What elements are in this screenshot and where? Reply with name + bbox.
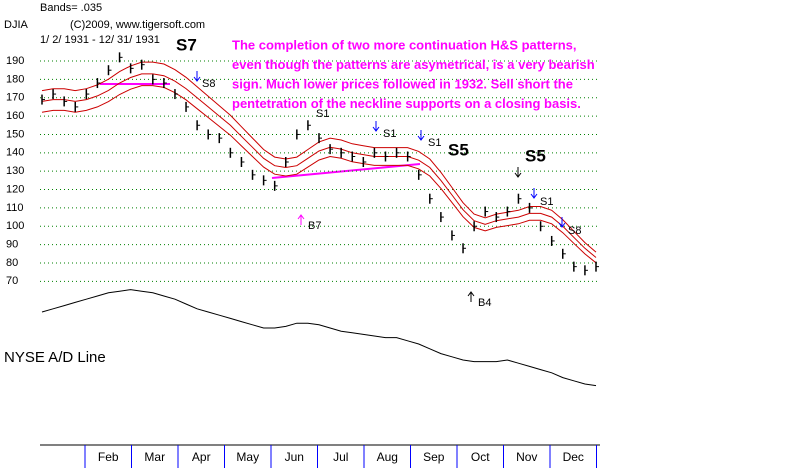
signal-label: B4 <box>478 297 491 309</box>
signal-arrow <box>417 130 425 141</box>
y-tick-label: 170 <box>6 92 24 104</box>
ad-line <box>41 289 597 387</box>
x-tick-label: Dec <box>563 450 584 464</box>
signal-label: S8 <box>202 78 215 90</box>
symbol: DJIA <box>4 19 29 31</box>
y-tick-label: 130 <box>6 165 24 177</box>
annotation: even though the patterns are asymetrical… <box>232 57 595 72</box>
band <box>41 85 597 264</box>
x-tick-label: Nov <box>516 450 537 464</box>
signal-arrow <box>514 167 522 178</box>
signal-arrow <box>372 121 380 132</box>
annotation: sign. Much lower prices followed in 1932… <box>232 76 573 91</box>
moving-average <box>41 73 597 258</box>
x-tick-label: Feb <box>98 450 119 464</box>
y-tick-label: 140 <box>6 147 24 159</box>
x-tick-label: Jul <box>333 450 348 464</box>
neckline <box>271 163 421 179</box>
signal-label: S1 <box>540 196 553 208</box>
signal-label: S5 <box>525 146 546 165</box>
signal-arrow <box>467 291 475 302</box>
signal-label: S1 <box>316 108 329 120</box>
bands-label: Bands= .035 <box>40 2 102 14</box>
signal-arrow <box>558 217 566 228</box>
signal-arrow <box>193 71 201 82</box>
x-tick-label: Mar <box>144 450 165 464</box>
signal-label: S8 <box>568 225 581 237</box>
y-tick-label: 120 <box>6 183 24 195</box>
signal-label: S7 <box>176 35 197 54</box>
x-tick-label: Oct <box>471 450 490 464</box>
annotation: pentetration of the neckline supports on… <box>232 96 581 111</box>
y-tick-label: 90 <box>6 239 18 251</box>
y-tick-label: 180 <box>6 73 24 85</box>
signal-label: S1 <box>428 137 441 149</box>
y-tick-label: 100 <box>6 220 24 232</box>
x-tick-label: Apr <box>192 450 211 464</box>
signal-arrow <box>297 214 305 225</box>
y-tick-label: 70 <box>6 275 18 287</box>
date-range: 1/ 2/ 1931 - 12/ 31/ 1931 <box>40 34 160 46</box>
y-tick-label: 150 <box>6 128 24 140</box>
annotation: The completion of two more continuation … <box>232 37 577 52</box>
x-tick-label: Sep <box>423 450 445 464</box>
x-tick-label: May <box>236 450 259 464</box>
signal-label: S5 <box>448 140 469 159</box>
signal-label: S1 <box>383 128 396 140</box>
y-tick-label: 80 <box>6 257 18 269</box>
x-tick-label: Aug <box>377 450 398 464</box>
y-tick-label: 160 <box>6 110 24 122</box>
ad-title: NYSE A/D Line <box>4 349 106 366</box>
signal-label: B7 <box>308 220 321 232</box>
y-tick-label: 110 <box>6 202 24 214</box>
copyright: (C)2009, www.tigersoft.com <box>70 19 205 31</box>
x-tick-label: Jun <box>285 450 304 464</box>
y-tick-label: 190 <box>6 55 24 67</box>
signal-arrow <box>530 188 538 199</box>
